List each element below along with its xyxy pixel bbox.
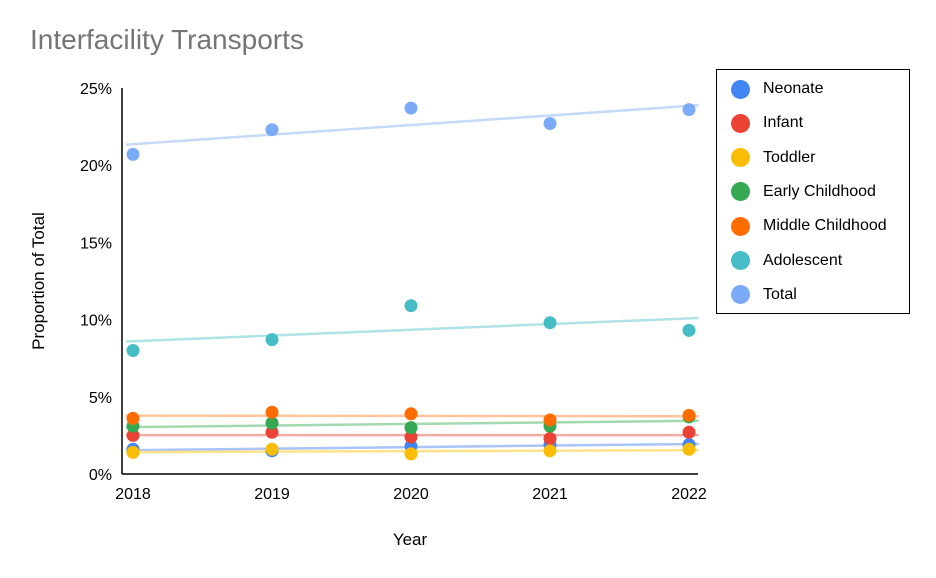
y-tick-label: 20%: [80, 158, 112, 175]
data-point: [265, 405, 279, 419]
legend-swatch: [731, 148, 750, 168]
x-tick-label: 2020: [393, 486, 429, 503]
x-tick-label: 2021: [532, 486, 568, 503]
data-point: [682, 323, 696, 337]
legend-label: Early Childhood: [763, 182, 876, 200]
data-point: [126, 445, 140, 459]
data-point: [543, 413, 557, 427]
legend-item: Adolescent: [731, 248, 842, 274]
data-point: [126, 428, 140, 442]
data-points: [126, 101, 696, 461]
legend-label: Neonate: [763, 80, 824, 97]
data-point: [404, 430, 418, 444]
legend-swatch: [731, 182, 750, 202]
legend-item: Early Childhood: [731, 179, 876, 205]
legend-label: Total: [763, 285, 797, 303]
data-point: [682, 425, 696, 439]
legend-item: Total: [731, 282, 797, 308]
trendlines: [125, 103, 699, 454]
data-point: [126, 343, 140, 357]
legend-swatch: [731, 216, 750, 236]
trendline-6: [125, 103, 699, 146]
legend-swatch: [731, 285, 750, 305]
data-point: [404, 447, 418, 461]
y-tick-label: 5%: [89, 390, 112, 407]
data-point: [265, 442, 279, 456]
legend-label: Adolescent: [763, 251, 843, 269]
legend-label: Infant: [763, 114, 804, 132]
legend-label: Toddler: [763, 148, 816, 166]
legend-item: Infant: [731, 110, 803, 136]
legend-swatch: [731, 79, 750, 99]
data-point: [265, 416, 279, 430]
data-point: [126, 411, 140, 425]
data-point: [682, 103, 696, 117]
x-tick-label: 2019: [254, 486, 290, 503]
data-point: [543, 431, 557, 445]
trendline-5: [125, 316, 699, 343]
data-point: [126, 147, 140, 161]
legend: Neonate Infant Toddler Early Childhood Middl…: [716, 69, 910, 314]
data-point: [543, 444, 557, 458]
data-point: [543, 316, 557, 330]
legend-item: Neonate: [731, 76, 824, 102]
y-tick-label: 15%: [80, 235, 112, 252]
legend-swatch: [731, 251, 750, 270]
chart-title: Interfacility Transports: [30, 24, 304, 55]
legend-label: Middle Childhood: [763, 217, 887, 235]
legend-item: Toddler: [731, 145, 815, 171]
y-axis-title: Proportion of Total: [29, 212, 48, 350]
x-tick-labels: 2018 2019 2020 2021 2022: [115, 486, 707, 503]
data-point: [265, 425, 279, 439]
x-tick-label: 2022: [671, 486, 707, 503]
data-point: [543, 117, 557, 131]
data-point: [404, 421, 418, 435]
y-tick-label: 10%: [80, 313, 112, 330]
data-point: [682, 408, 696, 422]
data-point: [404, 101, 418, 115]
data-point: [404, 299, 418, 313]
x-axis-title: Year: [393, 530, 428, 549]
x-tick-label: 2018: [115, 486, 151, 503]
data-point: [265, 333, 279, 347]
data-point: [404, 407, 418, 421]
y-tick-label: 25%: [80, 81, 112, 98]
y-tick-labels: 0% 5% 10% 15% 20% 25%: [80, 81, 112, 484]
y-tick-label: 0%: [89, 467, 112, 484]
legend-item: Middle Childhood: [731, 213, 887, 239]
legend-swatch: [731, 113, 750, 133]
data-point: [682, 442, 696, 456]
data-point: [265, 123, 279, 137]
